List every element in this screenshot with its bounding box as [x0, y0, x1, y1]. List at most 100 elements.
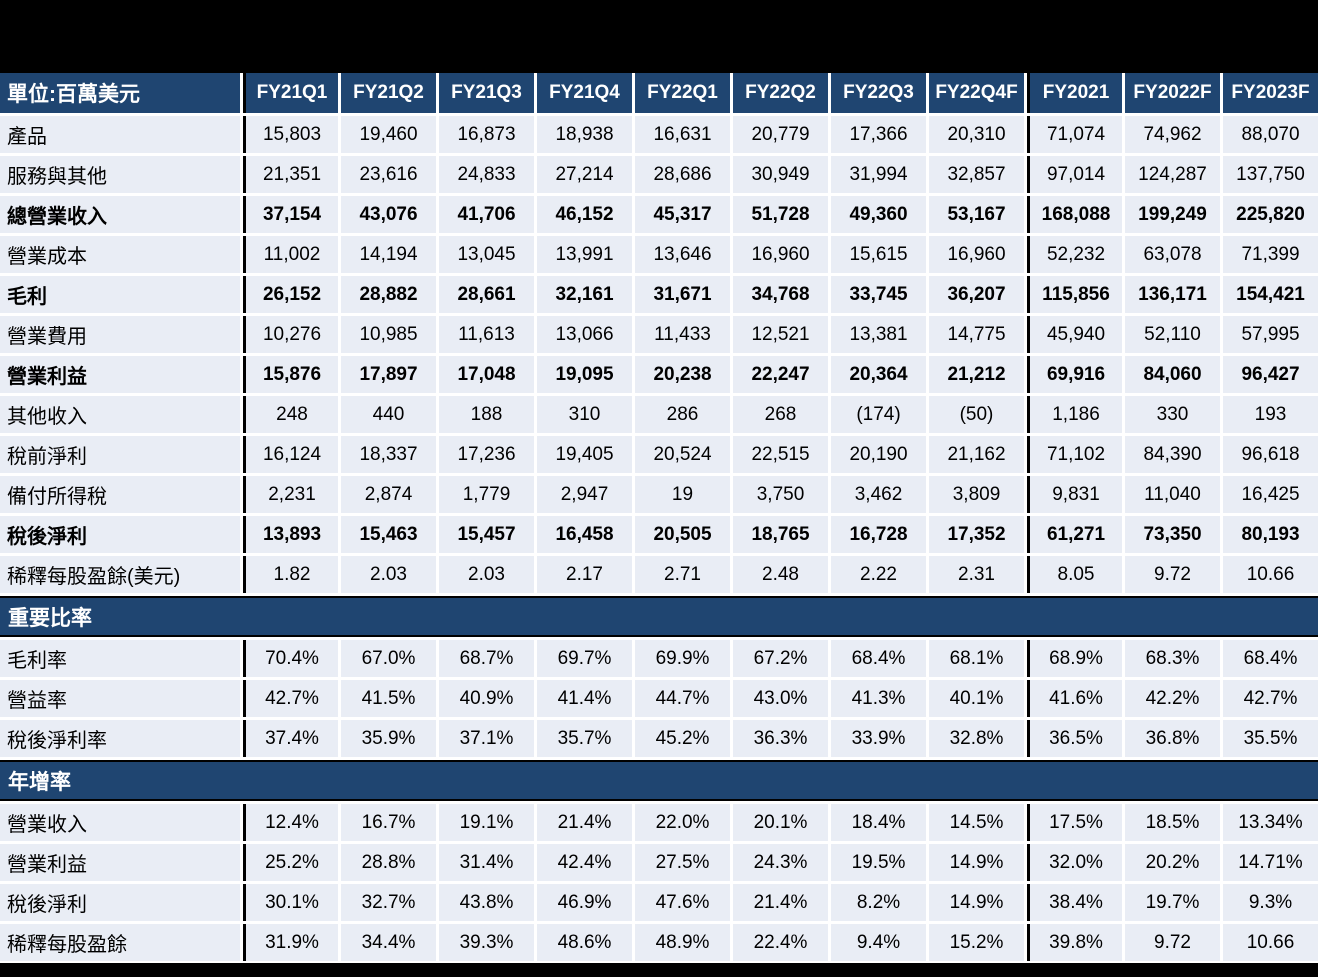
value-cell: 17,352: [929, 516, 1024, 553]
value-cell: 36.3%: [733, 720, 828, 757]
value-cell: 19,405: [537, 436, 632, 473]
row-label: 產品: [0, 116, 240, 153]
value-cell: 37,154: [243, 196, 338, 233]
value-cell: 41.5%: [341, 680, 436, 717]
value-cell: 80,193: [1223, 516, 1318, 553]
value-cell: 31.9%: [243, 924, 338, 961]
value-cell: 68.9%: [1027, 640, 1122, 677]
value-cell: 3,809: [929, 476, 1024, 513]
value-cell: 69,916: [1027, 356, 1122, 393]
value-cell: 8.05: [1027, 556, 1122, 593]
value-cell: 2,231: [243, 476, 338, 513]
row-label: 其他收入: [0, 396, 240, 433]
value-cell: (174): [831, 396, 926, 433]
table-row: 毛利率 70.4% 67.0% 68.7% 69.7% 69.9% 67.2% 68.4% 68…: [0, 640, 1318, 677]
section-bar: 年增率: [0, 760, 1318, 801]
value-cell: 19.5%: [831, 844, 926, 881]
value-cell: 43.8%: [439, 884, 534, 921]
value-cell: 32,161: [537, 276, 632, 313]
value-cell: 71,102: [1027, 436, 1122, 473]
value-cell: 21,212: [929, 356, 1024, 393]
value-cell: 44.7%: [635, 680, 730, 717]
value-cell: 57,995: [1223, 316, 1318, 353]
row-label: 毛利率: [0, 640, 240, 677]
value-cell: 26,152: [243, 276, 338, 313]
value-cell: 14.5%: [929, 804, 1024, 841]
value-cell: 30.1%: [243, 884, 338, 921]
value-cell: 188: [439, 396, 534, 433]
table-row: 營業利益 15,876 17,897 17,048 19,095 20,238 22,247…: [0, 356, 1318, 393]
value-cell: 22,247: [733, 356, 828, 393]
row-label: 備付所得稅: [0, 476, 240, 513]
value-cell: 84,060: [1125, 356, 1220, 393]
table-row: 營益率 42.7% 41.5% 40.9% 41.4% 44.7% 43.0% 41.3% 40…: [0, 680, 1318, 717]
value-cell: 13.34%: [1223, 804, 1318, 841]
value-cell: 28,882: [341, 276, 436, 313]
value-cell: 15,803: [243, 116, 338, 153]
value-cell: 47.6%: [635, 884, 730, 921]
column-header: FY22Q4F: [929, 73, 1024, 113]
value-cell: 9.72: [1125, 924, 1220, 961]
value-cell: 69.7%: [537, 640, 632, 677]
value-cell: 2.71: [635, 556, 730, 593]
column-header: FY2022F: [1125, 73, 1220, 113]
value-cell: 40.9%: [439, 680, 534, 717]
value-cell: 15,615: [831, 236, 926, 273]
value-cell: 45,940: [1027, 316, 1122, 353]
value-cell: 2.48: [733, 556, 828, 593]
financial-table-container: 單位:百萬美元 FY21Q1 FY21Q2 FY21Q3 FY21Q4 FY22Q1 FY2…: [0, 73, 1318, 963]
value-cell: 2.22: [831, 556, 926, 593]
value-cell: 14,194: [341, 236, 436, 273]
value-cell: 28,686: [635, 156, 730, 193]
value-cell: 10.66: [1223, 924, 1318, 961]
value-cell: 11,040: [1125, 476, 1220, 513]
row-label: 稅後淨利: [0, 516, 240, 553]
value-cell: 45.2%: [635, 720, 730, 757]
value-cell: 37.4%: [243, 720, 338, 757]
row-label: 稅後淨利率: [0, 720, 240, 757]
value-cell: 25.2%: [243, 844, 338, 881]
value-cell: 23,616: [341, 156, 436, 193]
value-cell: 68.3%: [1125, 640, 1220, 677]
value-cell: 10.66: [1223, 556, 1318, 593]
value-cell: 225,820: [1223, 196, 1318, 233]
value-cell: 18,765: [733, 516, 828, 553]
value-cell: 20,190: [831, 436, 926, 473]
value-cell: 9,831: [1027, 476, 1122, 513]
value-cell: 16.7%: [341, 804, 436, 841]
value-cell: 46,152: [537, 196, 632, 233]
value-cell: 17,048: [439, 356, 534, 393]
column-header: FY21Q4: [537, 73, 632, 113]
row-label: 稀釋每股盈餘: [0, 924, 240, 961]
value-cell: 70.4%: [243, 640, 338, 677]
value-cell: 37.1%: [439, 720, 534, 757]
value-cell: 68.4%: [1223, 640, 1318, 677]
value-cell: 32.7%: [341, 884, 436, 921]
value-cell: 1,779: [439, 476, 534, 513]
value-cell: 48.9%: [635, 924, 730, 961]
table-header: 單位:百萬美元 FY21Q1 FY21Q2 FY21Q3 FY21Q4 FY22Q1 FY2…: [0, 73, 1318, 113]
value-cell: 168,088: [1027, 196, 1122, 233]
section-bar: 重要比率: [0, 596, 1318, 637]
value-cell: 17,897: [341, 356, 436, 393]
value-cell: 13,045: [439, 236, 534, 273]
value-cell: 13,893: [243, 516, 338, 553]
value-cell: 17.5%: [1027, 804, 1122, 841]
value-cell: 2.31: [929, 556, 1024, 593]
value-cell: 27.5%: [635, 844, 730, 881]
value-cell: 63,078: [1125, 236, 1220, 273]
value-cell: 16,124: [243, 436, 338, 473]
header-row: 單位:百萬美元 FY21Q1 FY21Q2 FY21Q3 FY21Q4 FY22Q1 FY2…: [0, 73, 1318, 113]
value-cell: 32.8%: [929, 720, 1024, 757]
row-label: 稅前淨利: [0, 436, 240, 473]
value-cell: 33.9%: [831, 720, 926, 757]
value-cell: 9.72: [1125, 556, 1220, 593]
value-cell: 24,833: [439, 156, 534, 193]
value-cell: 2,947: [537, 476, 632, 513]
value-cell: 16,631: [635, 116, 730, 153]
table-row: 稀釋每股盈餘 31.9% 34.4% 39.3% 48.6% 48.9% 22.4% 9.4%…: [0, 924, 1318, 961]
value-cell: 17,236: [439, 436, 534, 473]
value-cell: 14.71%: [1223, 844, 1318, 881]
value-cell: 71,399: [1223, 236, 1318, 273]
